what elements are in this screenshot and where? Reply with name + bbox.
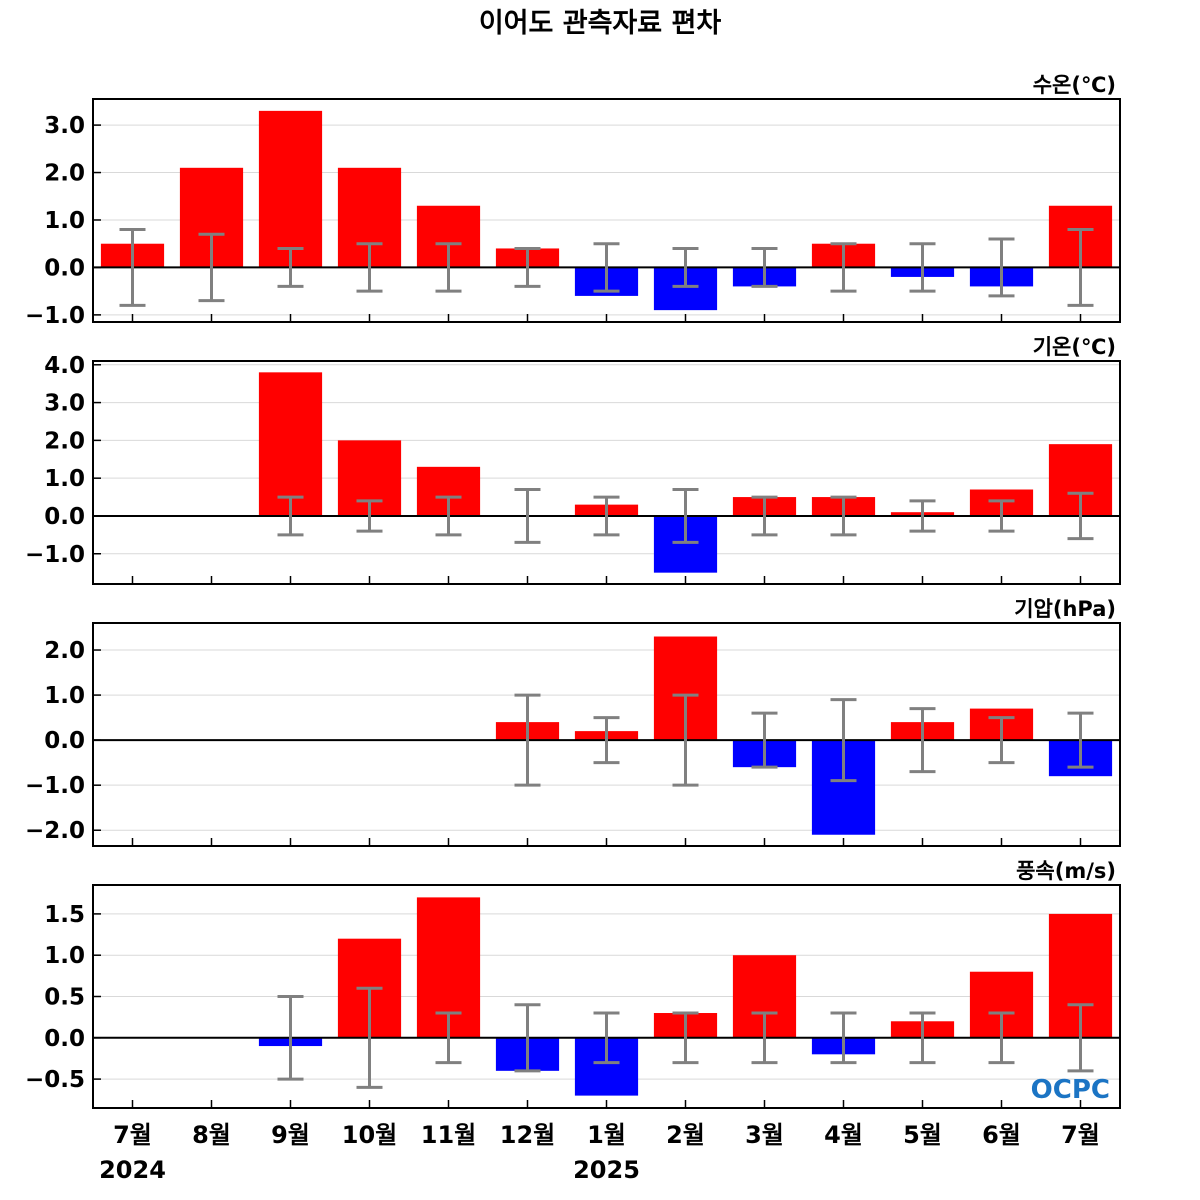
- ytick-label: −1.0: [25, 542, 85, 568]
- panel-unit-label: 풍속(m/s): [1016, 859, 1116, 883]
- xtick-label: 11월: [421, 1121, 476, 1149]
- ytick-label: −0.5: [25, 1067, 85, 1093]
- panel-3: −2.0 −1.0 0.0 1.0 2.0 기압(hPa): [25, 597, 1121, 847]
- xtick-label: 12월: [500, 1121, 555, 1149]
- ytick-label: 1.5: [44, 902, 85, 928]
- xtick-label: 8월: [192, 1121, 231, 1149]
- panel-4: −0.5 0.0 0.5 1.0 1.5 풍속(m/s): [25, 859, 1121, 1109]
- xtick-label: 4월: [824, 1121, 863, 1149]
- ytick-label: 3.0: [44, 113, 85, 139]
- ytick-label: 0.0: [44, 255, 85, 281]
- xtick-label: 9월: [271, 1121, 310, 1149]
- bar: [258, 110, 323, 268]
- bar: [258, 372, 323, 516]
- xtick-label: 5월: [903, 1121, 942, 1149]
- ytick-label: −1.0: [25, 773, 85, 799]
- ytick-label: 2.0: [44, 161, 85, 187]
- panel-unit-label: 수온(℃): [1033, 73, 1116, 97]
- xtick-label: 1월: [587, 1121, 626, 1149]
- ytick-label: 0.0: [44, 504, 85, 530]
- xtick-label: 6월: [982, 1121, 1021, 1149]
- year-label: 2025: [573, 1156, 640, 1184]
- panel-2: −1.0 0.0 1.0 2.0 3.0 4.0 기온(℃): [25, 335, 1121, 585]
- ytick-label: 0.0: [44, 728, 85, 754]
- panel-1: −1.0 0.0 1.0 2.0 3.0 수온(℃): [25, 73, 1121, 329]
- ytick-label: 1.0: [44, 208, 85, 234]
- ocpc-logo: OCPC: [1031, 1075, 1110, 1105]
- panel-frame: [92, 360, 1121, 585]
- xtick-label: 7월: [1061, 1121, 1100, 1149]
- ytick-label: 0.5: [44, 985, 85, 1011]
- panel-unit-label: 기압(hPa): [1014, 597, 1116, 621]
- ytick-label: 1.0: [44, 466, 85, 492]
- ytick-label: 2.0: [44, 638, 85, 664]
- xtick-label: 10월: [342, 1121, 397, 1149]
- chart-title: 이어도 관측자료 편차: [479, 8, 722, 39]
- year-label: 2024: [99, 1156, 166, 1184]
- panel-unit-label: 기온(℃): [1033, 335, 1116, 359]
- xtick-label: 2월: [666, 1121, 705, 1149]
- ytick-label: 0.0: [44, 1026, 85, 1052]
- ytick-label: 1.0: [44, 943, 85, 969]
- xtick-label: 3월: [745, 1121, 784, 1149]
- ytick-label: −2.0: [25, 818, 85, 844]
- ytick-label: −1.0: [25, 303, 85, 329]
- xtick-label: 7월: [113, 1121, 152, 1149]
- ytick-label: 4.0: [44, 353, 85, 379]
- ytick-label: 2.0: [44, 428, 85, 454]
- ytick-label: 3.0: [44, 391, 85, 417]
- ytick-label: 1.0: [44, 683, 85, 709]
